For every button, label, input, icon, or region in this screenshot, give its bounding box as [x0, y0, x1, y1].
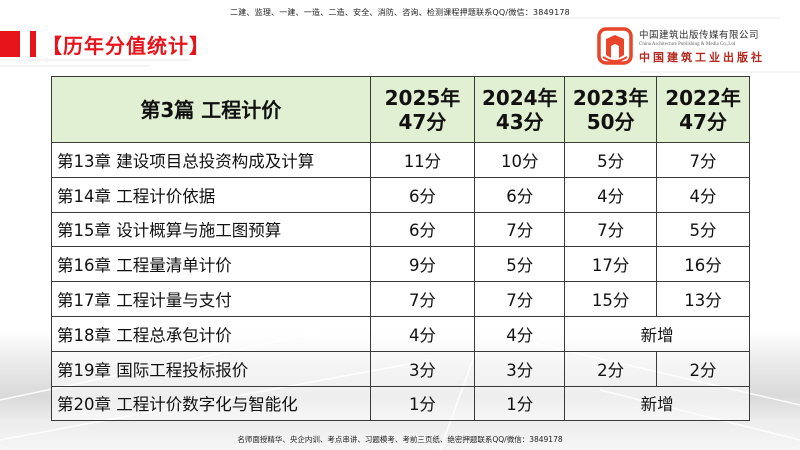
chapter-cell: 第20章 工程计价数字化与智能化 — [51, 385, 371, 422]
title-accent-bar — [0, 31, 20, 57]
score-cell-2025: 6分 — [369, 176, 476, 213]
column-total: 47分 — [398, 109, 447, 134]
title-accent-bar-thin — [30, 31, 36, 57]
table-row: 第17章 工程计量与支付 7分 7分 15分 13分 — [51, 281, 750, 317]
chapter-cell: 第18章 工程总承包计价 — [51, 315, 371, 352]
column-year: 2022年 — [665, 85, 741, 110]
table-row: 第13章 建设项目总投资构成及计算 11分 10分 5分 7分 — [51, 142, 750, 178]
table-row: 第14章 工程计价依据 6分 6分 4分 4分 — [51, 176, 750, 213]
column-total: 43分 — [495, 109, 544, 134]
score-cell-2024: 5分 — [474, 246, 566, 283]
new-chapter-cell: 新增 — [564, 385, 750, 422]
chapter-cell: 第15章 设计概算与施工图预算 — [51, 211, 371, 248]
table-header-row: 第3篇 工程计价 2025年 47分 2024年 43分 2023年 50分 2… — [51, 76, 750, 143]
score-cell-2024: 7分 — [474, 211, 566, 248]
score-cell-2023: 15分 — [564, 281, 658, 317]
chapter-cell: 第14章 工程计价依据 — [51, 176, 371, 213]
score-cell-2022: 5分 — [656, 211, 750, 248]
score-statistics-table: 第3篇 工程计价 2025年 47分 2024年 43分 2023年 50分 2… — [51, 76, 750, 422]
score-cell-2025: 6分 — [369, 211, 476, 248]
chapter-cell: 第13章 建设项目总投资构成及计算 — [51, 142, 371, 178]
top-banner: 二建、监理、一建、一造、二造、安全、消防、咨询、检测课程押题联系QQ/微信：38… — [230, 8, 570, 17]
chapter-cell: 第16章 工程量清单计价 — [51, 246, 371, 283]
column-year: 2025年 — [384, 85, 461, 110]
table-row: 第16章 工程量清单计价 9分 5分 17分 16分 — [51, 246, 750, 283]
score-cell-2024: 7分 — [474, 281, 566, 317]
publisher-name-en: China Architecture Publishing & Media Co… — [639, 42, 736, 47]
score-cell-2023: 7分 — [564, 211, 658, 248]
table-row: 第20章 工程计价数字化与智能化 1分 1分 新增 — [51, 385, 750, 422]
column-year: 2023年 — [572, 85, 649, 110]
score-cell-2025: 11分 — [369, 142, 476, 178]
score-cell-2025: 9分 — [369, 246, 476, 283]
score-cell-2023: 17分 — [564, 246, 658, 283]
column-header-2023: 2023年 50分 — [564, 76, 658, 143]
score-cell-2024: 3分 — [474, 350, 566, 387]
score-cell-2023: 5分 — [564, 142, 658, 178]
score-cell-2024: 10分 — [474, 142, 566, 178]
score-cell-2022: 13分 — [656, 281, 750, 317]
column-total: 47分 — [679, 109, 727, 134]
score-cell-2022: 2分 — [656, 350, 750, 387]
column-year: 2024年 — [481, 85, 558, 110]
column-header-2024: 2024年 43分 — [474, 76, 566, 143]
score-cell-2024: 4分 — [474, 315, 566, 352]
score-cell-2025: 1分 — [369, 385, 476, 422]
table-row: 第18章 工程总承包计价 4分 4分 新增 — [51, 315, 750, 352]
title-text: 【历年分值统计】 — [42, 33, 210, 58]
section-header: 第3篇 工程计价 — [51, 76, 371, 143]
score-cell-2024: 1分 — [474, 385, 566, 422]
page-title: 【历年分值统计】 — [0, 30, 210, 58]
score-cell-2022: 16分 — [656, 246, 750, 283]
new-chapter-cell: 新增 — [564, 315, 750, 352]
chapter-cell: 第19章 国际工程投标报价 — [51, 350, 371, 387]
score-cell-2025: 7分 — [369, 281, 476, 317]
table-row: 第19章 国际工程投标报价 3分 3分 2分 2分 — [51, 350, 750, 387]
score-cell-2023: 4分 — [564, 176, 658, 213]
table-row: 第15章 设计概算与施工图预算 6分 7分 7分 5分 — [51, 211, 750, 248]
score-cell-2025: 3分 — [369, 350, 476, 387]
publisher-subname-cn: 中国建筑工业出版社 — [639, 51, 765, 64]
book-building-logo-icon — [597, 27, 633, 65]
score-cell-2023: 2分 — [564, 350, 658, 387]
column-header-2022: 2022年 47分 — [656, 76, 750, 143]
publisher-name-cn: 中国建筑出版传媒有限公司 — [639, 30, 760, 41]
score-cell-2022: 7分 — [656, 142, 750, 178]
publisher-logo: 中国建筑出版传媒有限公司 China Architecture Publishi… — [597, 27, 765, 65]
column-total: 50分 — [586, 109, 635, 134]
bottom-banner: 名师面授精华、央企内训、考点串讲、习题模考、考前三页纸、绝密押题联系QQ/微信：… — [237, 435, 563, 444]
chapter-cell: 第17章 工程计量与支付 — [51, 281, 371, 317]
score-cell-2022: 4分 — [656, 176, 750, 213]
score-cell-2025: 4分 — [369, 315, 476, 352]
score-cell-2024: 6分 — [474, 176, 566, 213]
column-header-2025: 2025年 47分 — [369, 76, 476, 143]
